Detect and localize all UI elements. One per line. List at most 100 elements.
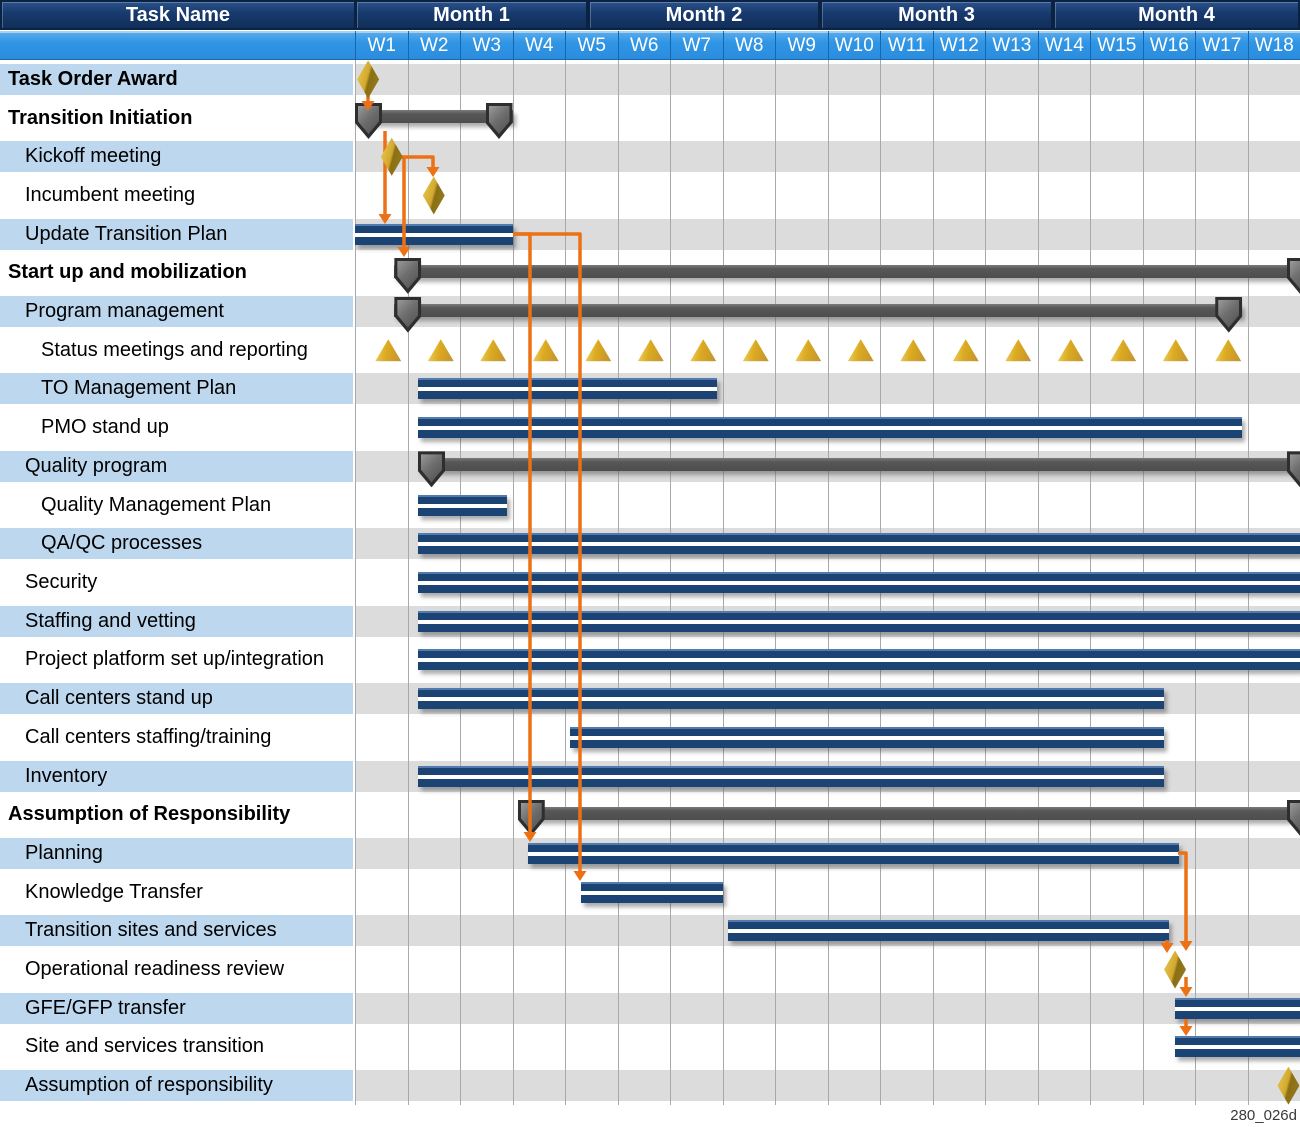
task-name-band bbox=[0, 63, 353, 95]
task-bar bbox=[418, 688, 1164, 710]
task-name-band bbox=[0, 1070, 353, 1102]
task-name-label: Planning bbox=[25, 841, 103, 864]
recurring-meeting-triangle bbox=[1215, 339, 1242, 362]
task-name-band bbox=[0, 992, 353, 1024]
task-name-band bbox=[0, 837, 353, 869]
task-name-label: Site and services transition bbox=[25, 1035, 265, 1058]
task-bar bbox=[418, 533, 1300, 555]
task-name-label: Update Transition Plan bbox=[25, 222, 228, 245]
dependency-arrowhead bbox=[1179, 1026, 1193, 1036]
week-header-cell: W1 bbox=[355, 31, 408, 60]
task-name-band bbox=[0, 450, 353, 482]
month-header-cell: Month 2 bbox=[588, 0, 820, 30]
summary-end-cap-face bbox=[358, 106, 379, 135]
task-name-label: Staffing and vetting bbox=[25, 609, 196, 632]
recurring-meeting-triangle bbox=[952, 339, 979, 362]
week-header-cell: W13 bbox=[985, 31, 1038, 60]
task-name-label: Incumbent meeting bbox=[25, 183, 196, 206]
recurring-meeting-triangle bbox=[742, 339, 769, 362]
task-name-label: Assumption of Responsibility bbox=[8, 803, 291, 826]
task-name-label: Assumption of responsibility bbox=[25, 1074, 273, 1097]
recurring-meeting-triangle bbox=[900, 339, 927, 362]
month-header-cell: Month 3 bbox=[820, 0, 1053, 30]
summary-end-cap-face bbox=[488, 106, 510, 135]
task-name-label: Project platform set up/integration bbox=[25, 648, 325, 671]
task-name-band bbox=[0, 760, 353, 792]
summary-end-cap-face bbox=[1289, 454, 1300, 483]
summary-bar bbox=[418, 458, 1300, 472]
task-name-band bbox=[0, 915, 353, 947]
recurring-meeting-triangle bbox=[427, 339, 454, 362]
week-header-cell: W10 bbox=[827, 31, 880, 60]
week-header-cell: W18 bbox=[1247, 31, 1300, 60]
week-header-cell: W6 bbox=[617, 31, 670, 60]
task-bar bbox=[1175, 1036, 1300, 1058]
task-name-label: Start up and mobilization bbox=[8, 261, 247, 284]
week-header-cell: W16 bbox=[1142, 31, 1195, 60]
summary-end-cap bbox=[418, 451, 445, 488]
task-bar bbox=[418, 417, 1243, 439]
task-name-label: QA/QC processes bbox=[41, 532, 203, 555]
task-name-label: Call centers staffing/training bbox=[25, 725, 272, 748]
task-name-label: Quality program bbox=[25, 454, 168, 477]
milestone-diamond bbox=[357, 60, 380, 99]
task-bar bbox=[418, 378, 718, 400]
summary-end-cap bbox=[1286, 799, 1300, 836]
summary-end-cap-face bbox=[1289, 802, 1300, 831]
recurring-meeting-triangle bbox=[1057, 339, 1084, 362]
summary-end-cap bbox=[1215, 296, 1243, 333]
week-header-cell: W11 bbox=[880, 31, 933, 60]
task-name-label: TO Management Plan bbox=[41, 377, 237, 400]
recurring-meeting-triangle bbox=[690, 339, 717, 362]
task-name-label: Kickoff meeting bbox=[25, 145, 162, 168]
task-bar bbox=[418, 649, 1300, 671]
task-name-label: Program management bbox=[25, 300, 224, 323]
week-header-cell: W5 bbox=[565, 31, 618, 60]
task-name-band bbox=[0, 296, 353, 328]
summary-end-cap-face bbox=[1218, 299, 1240, 328]
task-name-band bbox=[0, 218, 353, 250]
month-header-cell: Month 4 bbox=[1053, 0, 1300, 30]
task-name-label: Transition sites and services bbox=[25, 919, 277, 942]
recurring-meeting-triangle bbox=[847, 339, 874, 362]
recurring-meeting-triangle bbox=[1162, 339, 1189, 362]
task-name-label: Inventory bbox=[25, 764, 108, 787]
recurring-meeting-triangle bbox=[532, 339, 559, 362]
week-header-cell: W12 bbox=[932, 31, 985, 60]
summary-end-cap bbox=[1286, 257, 1300, 294]
task-name-label: Status meetings and reporting bbox=[41, 338, 308, 361]
recurring-meeting-triangle bbox=[1005, 339, 1032, 362]
recurring-meeting-triangle bbox=[1110, 339, 1137, 362]
figure-id-label: 280_026d bbox=[1230, 1107, 1297, 1124]
task-bar bbox=[1175, 997, 1300, 1019]
week-header-cell: W9 bbox=[775, 31, 828, 60]
task-name-label: Security bbox=[25, 571, 98, 593]
task-bar bbox=[570, 726, 1164, 748]
month-header-cell: Month 1 bbox=[355, 0, 588, 30]
week-header-cell: W17 bbox=[1195, 31, 1248, 60]
week-header-cell: W2 bbox=[407, 31, 460, 60]
week-header-cell: W14 bbox=[1037, 31, 1090, 60]
summary-bar bbox=[394, 303, 1243, 317]
summary-end-cap bbox=[517, 799, 545, 836]
summary-end-cap bbox=[394, 257, 422, 294]
task-name-label: PMO stand up bbox=[41, 416, 169, 439]
milestone-diamond bbox=[422, 176, 445, 215]
week-header-cell: W4 bbox=[512, 31, 565, 60]
week-gridline bbox=[407, 60, 409, 1105]
task-name-band bbox=[0, 683, 353, 715]
recurring-meeting-triangle bbox=[637, 339, 664, 362]
recurring-meeting-triangle bbox=[480, 339, 507, 362]
week-header-spacer bbox=[0, 31, 356, 60]
task-name-label: Task Order Award bbox=[8, 67, 178, 90]
summary-end-cap-face bbox=[520, 802, 542, 831]
summary-end-cap-face bbox=[397, 260, 419, 289]
week-gridline bbox=[355, 60, 356, 1105]
recurring-meeting-triangle bbox=[795, 339, 822, 362]
task-bar bbox=[418, 765, 1164, 787]
task-name-band bbox=[0, 373, 353, 405]
task-bar bbox=[727, 920, 1169, 942]
task-bar bbox=[418, 494, 508, 516]
week-header-cell: W3 bbox=[460, 31, 513, 60]
